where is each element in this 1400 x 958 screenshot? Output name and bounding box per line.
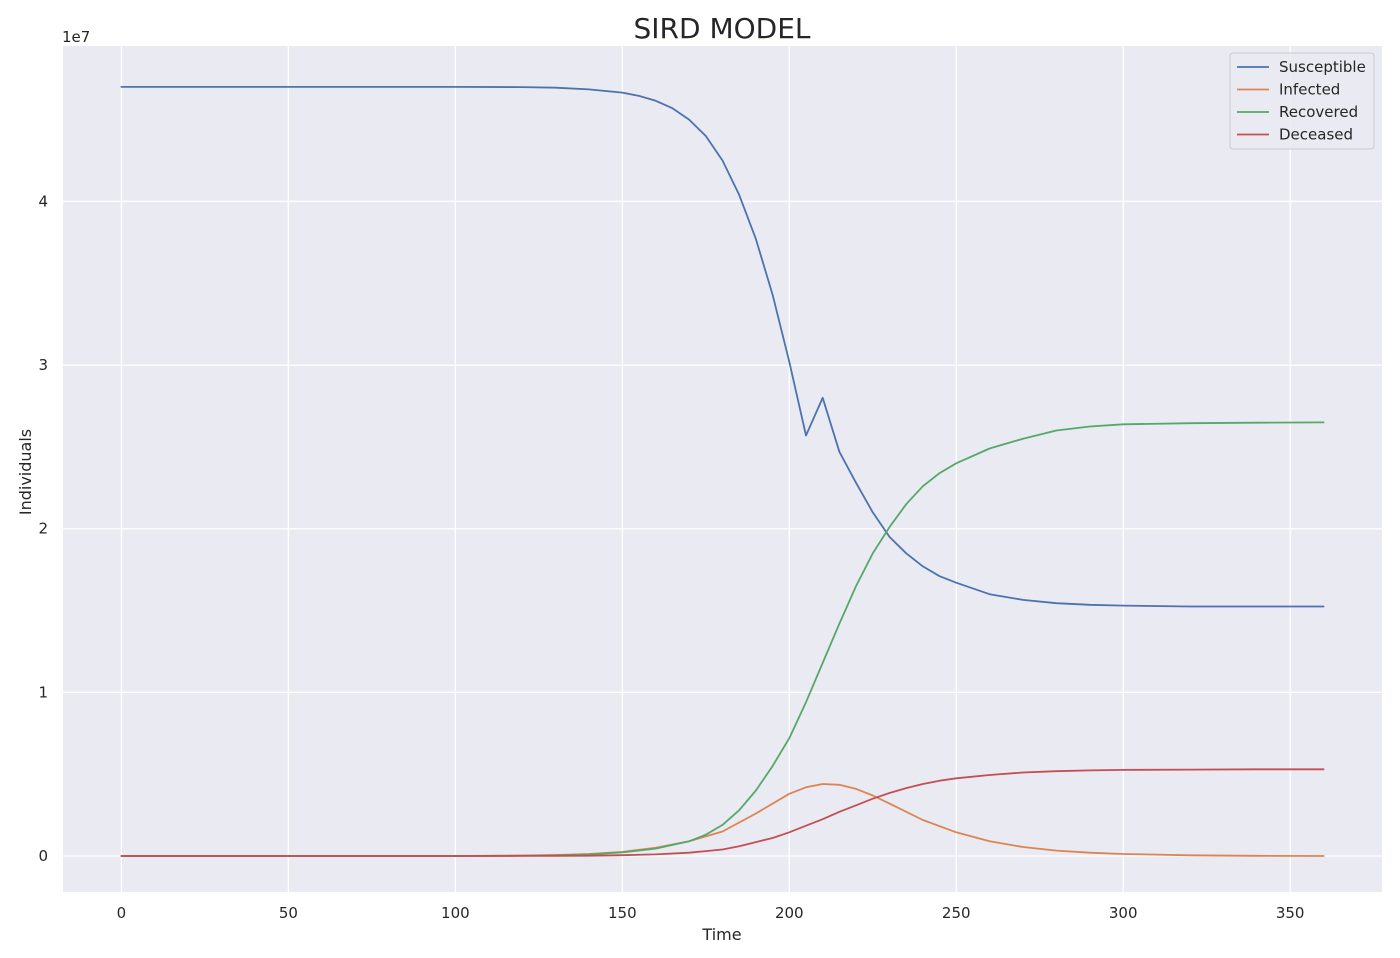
x-axis-ticks: 0 50 100 150 200 250 300 350 (117, 904, 1305, 922)
x-tick-label: 300 (1109, 904, 1138, 922)
legend-label: Recovered (1279, 103, 1358, 121)
y-tick-label: 3 (38, 356, 48, 374)
series-line-deceased (120, 768, 1325, 857)
x-tick-label: 250 (942, 904, 971, 922)
y-tick-label: 2 (38, 520, 48, 538)
plot-area (63, 46, 1382, 892)
y-axis-label: Individuals (16, 429, 35, 515)
legend: Susceptible Infected Recovered Deceased (1229, 52, 1375, 150)
x-tick-label: 50 (279, 904, 298, 922)
legend-label: Infected (1279, 81, 1340, 99)
y-offset-label: 1e7 (62, 28, 90, 46)
series-line-susceptible (120, 86, 1325, 608)
chart-title: SIRD MODEL (634, 12, 811, 45)
x-tick-label: 350 (1276, 904, 1305, 922)
x-tick-label: 0 (117, 904, 127, 922)
x-tick-label: 150 (608, 904, 637, 922)
x-axis-label: Time (701, 925, 741, 944)
series-lines (120, 86, 1325, 857)
legend-label: Susceptible (1279, 58, 1366, 76)
y-axis-ticks: 0 1 2 3 4 (38, 192, 48, 865)
y-tick-label: 0 (38, 847, 48, 865)
x-tick-label: 200 (775, 904, 804, 922)
grid-lines (63, 46, 1382, 892)
series-line-recovered (120, 421, 1325, 857)
legend-box (1229, 52, 1375, 150)
x-tick-label: 100 (441, 904, 470, 922)
y-tick-label: 4 (38, 192, 48, 210)
y-tick-label: 1 (38, 683, 48, 701)
legend-label: Deceased (1279, 126, 1353, 144)
